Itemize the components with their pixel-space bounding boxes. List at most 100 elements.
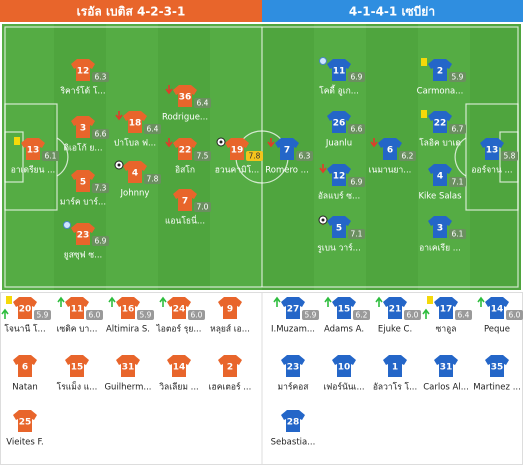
- player: 36 Rodrigue... 6.4: [162, 85, 211, 123]
- shirt: [116, 355, 140, 377]
- rating: 6.9: [95, 237, 107, 246]
- shirt: [327, 164, 351, 186]
- assist-icon: [319, 57, 327, 65]
- shirt-number: 6: [387, 146, 393, 156]
- goal-icon-dot: [321, 218, 325, 222]
- shirt: [225, 138, 249, 160]
- shirt-number: 14: [491, 305, 504, 315]
- rating-badge: [353, 310, 370, 320]
- player: 22 โลอิค บาเด 6.7: [419, 110, 466, 149]
- sub-off-arrow: [165, 138, 173, 148]
- goal-icon-dot: [117, 163, 121, 167]
- player-name: Peque: [484, 325, 510, 335]
- player-name: วิลเลียม ...: [159, 382, 199, 393]
- shirt-number: 4: [437, 172, 443, 182]
- rating: 6.1: [45, 152, 57, 161]
- player-name: โลอิค บาเด: [419, 138, 461, 149]
- sub-on-arrow: [273, 296, 281, 307]
- player: 31 Guilherm...: [104, 355, 152, 393]
- player: 28 Sebastia...: [271, 410, 315, 448]
- rating-badge: [455, 310, 472, 320]
- player: 19 ฮวนคามิโ... 7.8: [215, 137, 263, 176]
- player-name: ยูสซุฟ ซ...: [64, 251, 103, 261]
- shirt-number: 7: [284, 146, 290, 156]
- player: 3 อาเคเรีย ... 6.1: [419, 216, 466, 254]
- player: 4 Johnny 7.8: [114, 160, 161, 199]
- rating: 5.9: [37, 311, 49, 320]
- home-header: [0, 0, 262, 22]
- rating: 6.0: [509, 311, 521, 320]
- rating-badge: [194, 151, 211, 161]
- shirt-number: 15: [338, 305, 351, 315]
- shirt-number: 27: [287, 305, 300, 315]
- shirt-number: 1: [392, 363, 398, 373]
- player-name: มาร์คอส: [278, 382, 310, 393]
- rating-badge: [449, 177, 466, 187]
- rating-badge: [92, 236, 109, 246]
- rating: 6.0: [191, 311, 203, 320]
- shirt: [218, 297, 242, 319]
- yellow-card: [421, 110, 427, 118]
- shirt: [167, 297, 191, 319]
- player-name: Martinez ...: [473, 383, 521, 393]
- shirt-number: 22: [434, 119, 447, 129]
- sub-off-arrow: [115, 111, 123, 121]
- rating: 6.0: [407, 311, 419, 320]
- player-name: หลุยส์ เอ...: [210, 324, 250, 335]
- rating-badge: [86, 310, 103, 320]
- player-name: ดิเอโก้ ย...: [63, 143, 102, 154]
- rating-badge: [348, 229, 365, 239]
- sub-off-arrow: [165, 85, 173, 95]
- shirt-number: 14: [173, 363, 186, 373]
- player: 15 Adams A. 6.2: [324, 296, 370, 335]
- player-name: ออร์จาน ...: [471, 165, 512, 176]
- player-name: แอนโธนี่...: [165, 215, 205, 227]
- player-name: ไอตอร์ รุย...: [156, 324, 202, 335]
- player-name: Carmona...: [417, 87, 464, 97]
- shirt: [123, 111, 147, 133]
- shirt-number: 26: [333, 119, 346, 129]
- rating: 6.7: [452, 125, 464, 134]
- shirt-number: 35: [491, 363, 504, 373]
- shirt-number: 17: [440, 305, 453, 315]
- shirt: [434, 297, 458, 319]
- shirt: [13, 297, 37, 319]
- away-header: [262, 0, 523, 22]
- sub-off-arrow: [370, 138, 378, 148]
- shirt: [428, 111, 452, 133]
- player: 6 เนมานยา... 6.2: [369, 138, 416, 176]
- player-name: I.Muzam...: [271, 325, 315, 335]
- shirt-number: 11: [71, 305, 84, 315]
- player: 31 Carlos Al...: [423, 355, 469, 393]
- rating: 6.3: [95, 73, 107, 82]
- rating-badge: [348, 177, 365, 187]
- shirt-number: 12: [77, 67, 90, 77]
- player: 11 โคดี้ อูเก... 6.9: [319, 57, 365, 97]
- goal-icon-dot: [219, 140, 223, 144]
- rating-badge: [348, 124, 365, 134]
- shirt: [71, 116, 95, 138]
- shirt: [173, 138, 197, 160]
- player-name: Rodrigue...: [162, 113, 208, 123]
- shirt: [383, 355, 407, 377]
- player: 7 Romero ... 6.3: [265, 138, 313, 176]
- shirt: [332, 355, 356, 377]
- player: 25 Vieites F.: [6, 410, 44, 448]
- shirt: [21, 138, 45, 160]
- player: 1 อัลวาโร โ...: [373, 355, 417, 393]
- rating: 6.3: [299, 152, 311, 161]
- shirt: [485, 355, 509, 377]
- rating-badge: [144, 124, 161, 134]
- shirt-number: 5: [336, 224, 342, 234]
- player-name: รูเบน วาร์...: [317, 243, 361, 254]
- player: 6 Natan: [12, 355, 38, 393]
- rating: 7.0: [197, 203, 209, 212]
- rating-badge: [296, 151, 313, 161]
- rating: 6.9: [351, 73, 363, 82]
- player: 12 ริคาร์โด้ โ... 6.3: [60, 59, 109, 97]
- sub-on-arrow: [477, 296, 485, 307]
- player: 21 Ejuke C. 6.0: [375, 296, 421, 335]
- player: 13 ออร์จาน ... 5.8: [471, 138, 518, 176]
- player-name: โคดี้ อูเก...: [319, 85, 359, 97]
- player: 2 เฮคเตอร์ ...: [209, 355, 251, 393]
